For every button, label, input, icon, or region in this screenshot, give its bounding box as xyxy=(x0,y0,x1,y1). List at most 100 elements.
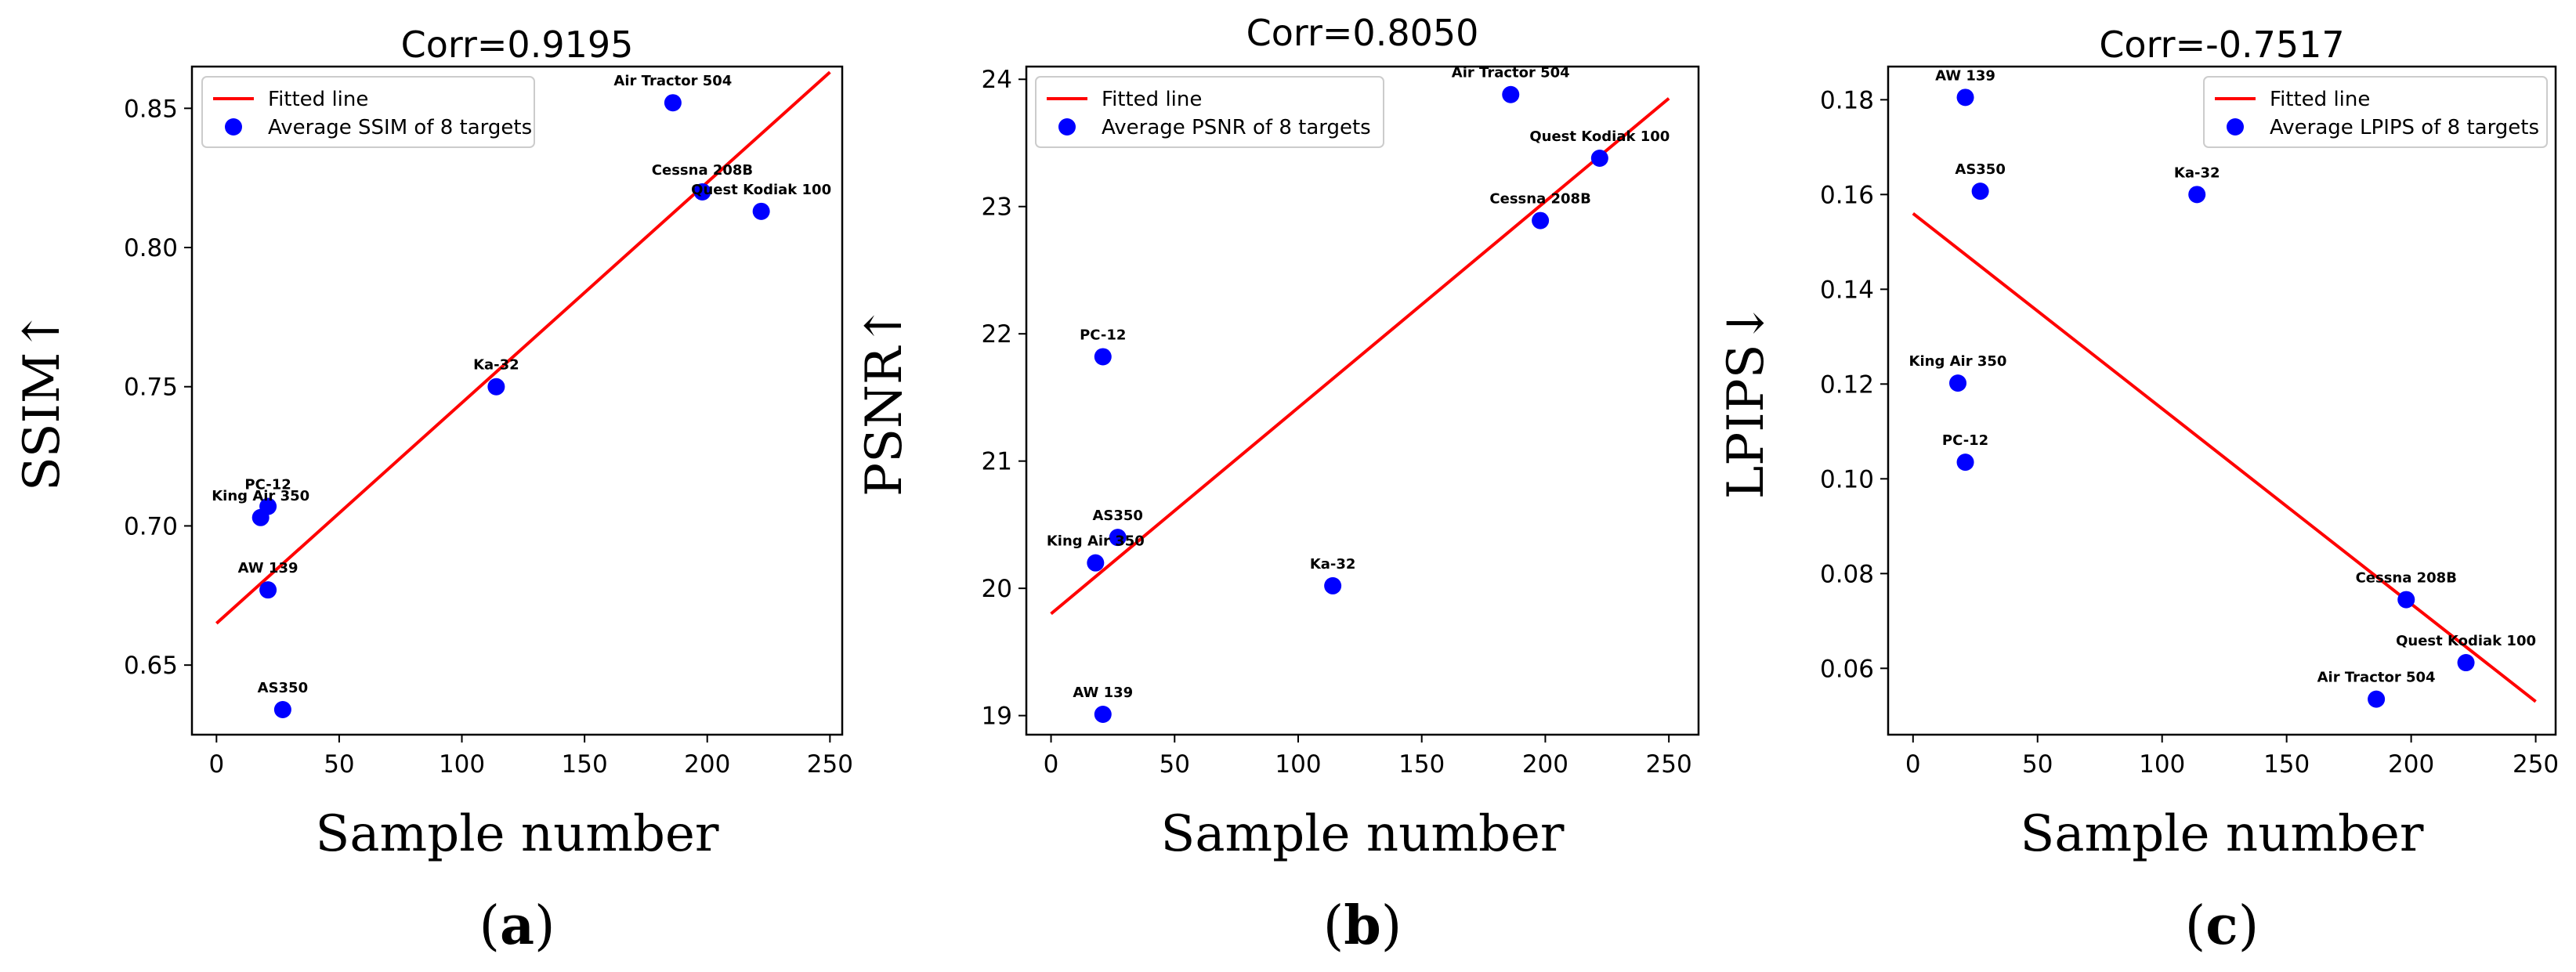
y-tick-label: 0.12 xyxy=(1820,370,1874,399)
data-point xyxy=(664,94,682,112)
chart-title: Corr=0.9195 xyxy=(401,23,634,66)
legend-line-label: Fitted line xyxy=(1102,88,1202,111)
point-label: AS350 xyxy=(1955,161,2005,178)
data-point xyxy=(693,182,711,201)
y-tick-label: 0.70 xyxy=(124,512,178,540)
panel-label: (b) xyxy=(1323,894,1402,957)
y-tick-label: 0.06 xyxy=(1820,655,1874,683)
x-tick-label: 200 xyxy=(684,750,730,779)
y-tick-label: 0.85 xyxy=(124,95,178,123)
x-tick-label: 200 xyxy=(1522,750,1568,779)
panel-label: (a) xyxy=(479,894,555,957)
data-point xyxy=(1971,182,1989,201)
chart-title: Corr=0.8050 xyxy=(1246,12,1479,54)
panel-label: (c) xyxy=(2185,894,2259,957)
y-tick-label: 24 xyxy=(982,66,1012,94)
point-label: AW 139 xyxy=(238,560,298,576)
y-tick-label: 0.75 xyxy=(124,374,178,402)
x-tick-label: 100 xyxy=(1275,750,1321,779)
chart-panel-c: Corr=-0.7517 0 50 100 150 200 250 0.06 0.08 0.10 0… xyxy=(1717,23,2559,957)
x-tick-label: 50 xyxy=(2022,750,2053,779)
data-point xyxy=(1532,211,1550,229)
fitted-line xyxy=(1912,211,2537,703)
legend-line-label: Fitted line xyxy=(268,88,368,111)
x-tick-label: 250 xyxy=(1646,750,1692,779)
plot-frame xyxy=(1025,65,1700,736)
legend-point-swatch xyxy=(225,118,242,136)
x-axis-label: Sample number xyxy=(316,805,719,863)
x-tick-label: 250 xyxy=(807,750,853,779)
panel-letter: c xyxy=(2205,894,2238,957)
data-point xyxy=(1590,149,1608,167)
legend: Fitted line Average LPIPS of 8 targets xyxy=(2203,76,2548,148)
chart-title: Corr=-0.7517 xyxy=(2099,23,2344,66)
point-label: PC-12 xyxy=(1080,327,1126,343)
data-point xyxy=(1956,89,1974,107)
x-tick-label: 100 xyxy=(2139,750,2185,779)
data-point xyxy=(1324,576,1342,594)
x-tick-label: 150 xyxy=(562,750,608,779)
data-point xyxy=(2457,654,2475,672)
panel-letter: b xyxy=(1344,894,1381,957)
y-tick-label: 0.14 xyxy=(1820,276,1874,304)
legend-box xyxy=(201,76,535,148)
point-label: Ka-32 xyxy=(1310,556,1356,573)
point-label: Air Tractor 504 xyxy=(1452,65,1570,81)
data-point xyxy=(251,508,270,526)
x-tick-label: 0 xyxy=(1044,750,1059,779)
chart-panel-a: Corr=0.9195 0 50 100 150 200 250 0.65 0.70 0.75 0.… xyxy=(13,23,853,957)
point-label: Quest Kodiak 100 xyxy=(1529,128,1670,145)
data-point xyxy=(2188,186,2206,204)
point-label: Quest Kodiak 100 xyxy=(691,182,831,198)
plot-frame xyxy=(1887,65,2557,736)
y-axis-label: PSNR↑ xyxy=(856,305,914,497)
point-label: King Air 350 xyxy=(212,488,309,504)
point-label: AW 139 xyxy=(1073,685,1133,701)
data-point xyxy=(2397,591,2415,609)
y-tick-label: 0.65 xyxy=(124,652,178,680)
legend-points-label: Average LPIPS of 8 targets xyxy=(2270,116,2539,139)
point-label: Air Tractor 504 xyxy=(2317,670,2436,686)
x-tick-label: 0 xyxy=(1905,750,1921,779)
data-point xyxy=(259,581,277,599)
point-label: King Air 350 xyxy=(1909,353,2007,370)
data-point xyxy=(1502,85,1520,103)
x-tick-label: 200 xyxy=(2388,750,2434,779)
data-point xyxy=(487,378,505,396)
point-label: AS350 xyxy=(258,680,308,696)
y-tick-label: 19 xyxy=(982,703,1012,731)
y-tick-label: 21 xyxy=(982,448,1012,476)
x-tick-label: 100 xyxy=(439,750,485,779)
point-label: PC-12 xyxy=(1942,432,1988,449)
plot-frame xyxy=(190,65,844,736)
x-tick-label: 50 xyxy=(1160,750,1190,779)
y-tick-label: 20 xyxy=(982,575,1012,603)
data-point xyxy=(1087,554,1105,572)
data-point xyxy=(1949,374,1967,392)
data-point xyxy=(1109,529,1127,547)
y-axis-label: SSIM↑ xyxy=(13,310,71,491)
point-label: Cessna 208B xyxy=(1489,191,1590,208)
data-point xyxy=(1094,706,1112,724)
fitted-line xyxy=(1050,97,1670,616)
legend-point-swatch xyxy=(1058,118,1076,136)
point-label: Cessna 208B xyxy=(652,162,753,179)
x-tick-label: 250 xyxy=(2513,750,2559,779)
y-tick-label: 23 xyxy=(982,193,1012,222)
point-label: PC-12 xyxy=(244,477,291,493)
y-axis-label: LPIPS↓ xyxy=(1717,302,1775,499)
point-label: Quest Kodiak 100 xyxy=(2396,633,2536,649)
x-tick-label: 0 xyxy=(208,750,224,779)
data-point xyxy=(1956,453,1974,472)
chart-panel-b: Corr=0.8050 0 50 100 150 200 250 19 20 21 22 23 24 Sa… xyxy=(856,12,1700,957)
point-label: Ka-32 xyxy=(2174,164,2220,181)
legend-line-label: Fitted line xyxy=(2270,88,2370,111)
legend-point-swatch xyxy=(2227,118,2244,136)
legend-points-label: Average PSNR of 8 targets xyxy=(1102,116,1371,139)
legend-points-label: Average SSIM of 8 targets xyxy=(268,116,532,139)
point-label: Ka-32 xyxy=(473,357,519,374)
x-tick-label: 150 xyxy=(1398,750,1445,779)
y-tick-label: 22 xyxy=(982,320,1012,349)
panel-letter: a xyxy=(500,894,534,957)
